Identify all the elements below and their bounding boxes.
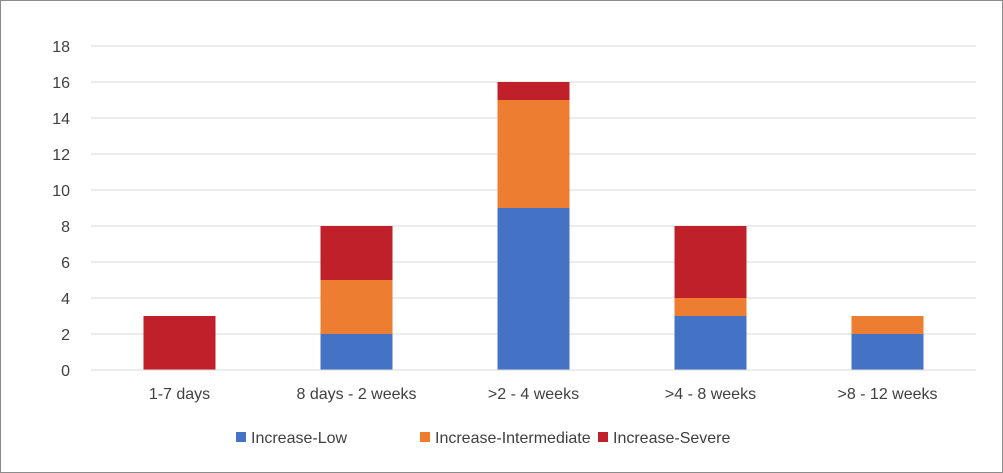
x-axis-ticks: 1-7 days 8 days - 2 weeks >2 - 4 weeks >4 -… [149,386,938,403]
y-tick-label: 16 [52,75,70,92]
bar-segment-increase-severe [497,82,570,100]
y-tick-label: 14 [52,111,70,128]
bar-segment-increase-low [674,316,747,370]
bar-segment-increase-intermediate [320,280,393,334]
x-tick-label: >8 - 12 weeks [837,386,937,403]
legend-swatch [236,432,246,442]
bar-segment-increase-severe [143,316,216,370]
legend-item: Increase-Low [236,430,347,447]
y-tick-label: 0 [61,363,70,380]
y-tick-label: 12 [52,147,70,164]
y-tick-label: 2 [61,327,70,344]
bar-segment-increase-severe [320,226,393,280]
bar-segment-increase-low [497,208,570,370]
legend-label: Increase-Severe [613,430,730,447]
legend-item: Increase-Severe [598,430,730,447]
x-tick-label: 8 days - 2 weeks [296,386,416,403]
legend-swatch [420,432,430,442]
legend-label: Increase-Low [251,430,347,447]
bar-segment-increase-intermediate [497,100,570,208]
x-tick-label: >2 - 4 weeks [488,386,579,403]
y-tick-label: 8 [61,219,70,236]
legend-item: Increase-Intermediate [420,430,591,447]
bar-segment-increase-low [320,334,393,370]
bar-segment-increase-intermediate [674,298,747,316]
x-tick-label: 1-7 days [149,386,210,403]
legend: Increase-Low Increase-Intermediate Increas… [236,430,730,447]
x-tick-label: >4 - 8 weeks [665,386,756,403]
y-tick-label: 6 [61,255,70,272]
bars [143,82,924,370]
bar-segment-increase-severe [674,226,747,298]
bar-segment-increase-low [851,334,924,370]
y-tick-label: 10 [52,183,70,200]
legend-swatch [598,432,608,442]
y-tick-label: 18 [52,39,70,56]
bar-segment-increase-intermediate [851,316,924,334]
y-tick-label: 4 [61,291,70,308]
y-axis-ticks: 0 2 4 6 8 10 12 14 16 18 [52,39,70,380]
legend-label: Increase-Intermediate [435,430,591,447]
